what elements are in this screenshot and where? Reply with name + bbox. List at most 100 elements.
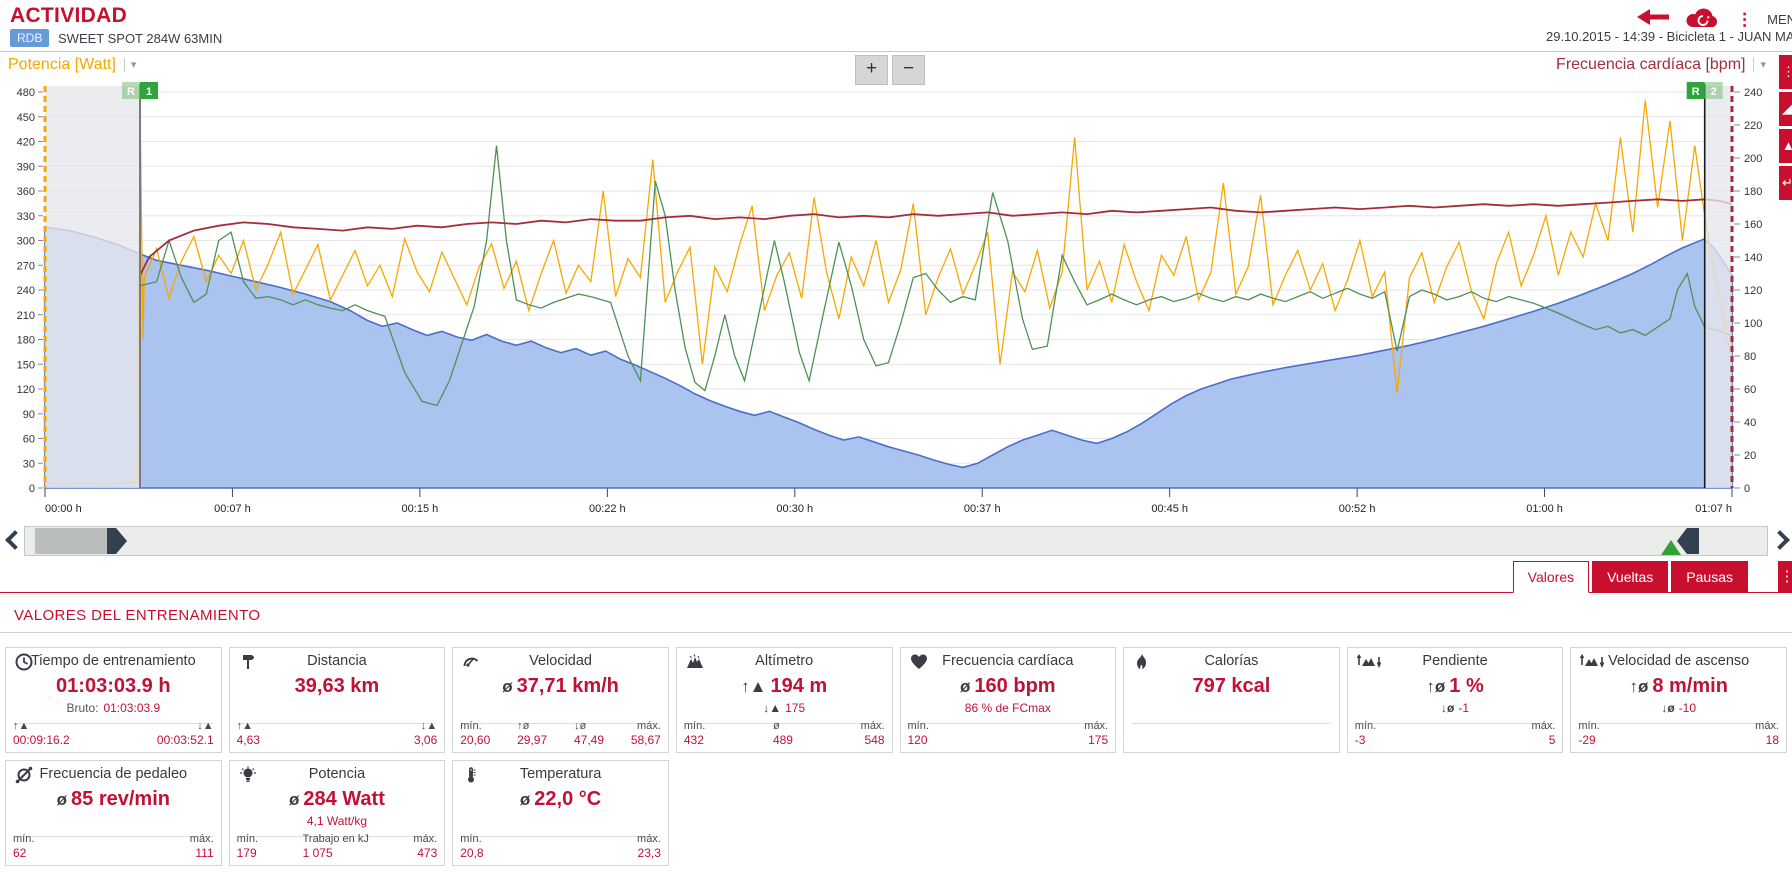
value-prefix-icon: ø: [519, 790, 531, 809]
card-stat: mín. -3: [1355, 720, 1376, 747]
svg-text:220: 220: [1744, 120, 1762, 132]
svg-text:20: 20: [1744, 450, 1756, 462]
card-main-value: ø 85 rev/min: [56, 788, 170, 810]
page-title: ACTIVIDAD: [10, 4, 128, 27]
menu-dots-icon[interactable]: ⋮: [1736, 10, 1754, 29]
value-card: Velocidad de ascenso ↑ø 8 m/min ↓ø -10 mín. -2…: [1570, 647, 1787, 753]
stat-value: -29: [1578, 733, 1596, 747]
right-axis-label: Frecuencia cardíaca [bpm]: [1556, 56, 1746, 73]
zoom-in-button[interactable]: +: [855, 55, 888, 85]
stat-label: ↓▲: [197, 720, 214, 732]
tab-overflow-menu-icon[interactable]: ⋮: [1778, 561, 1792, 592]
stat-value: 473: [417, 846, 438, 860]
thermometer-icon: [461, 766, 481, 786]
bulb-icon: [238, 766, 258, 786]
stat-value: 58,67: [630, 733, 661, 747]
svg-text:0: 0: [1744, 483, 1750, 495]
chevron-down-icon[interactable]: ▾: [123, 58, 136, 72]
scroll-left-chevron-icon[interactable]: [3, 529, 25, 551]
card-divider: [14, 723, 213, 724]
chart-scrollbar[interactable]: [0, 526, 1792, 556]
svg-text:100: 100: [1744, 318, 1762, 330]
stat-label: mín.: [13, 833, 35, 845]
stat-label: mín.: [236, 833, 259, 845]
range-end-handle[interactable]: [1677, 528, 1699, 554]
card-main-value: ↑ø 1 %: [1426, 675, 1484, 697]
svg-text:80: 80: [1744, 351, 1756, 363]
activity-chart[interactable]: 0306090120150180210240270300330360390420…: [0, 52, 1792, 522]
chart-marker-button[interactable]: ▲: [1779, 129, 1792, 163]
svg-text:00:45 h: 00:45 h: [1151, 503, 1188, 515]
svg-text:01:00 h: 01:00 h: [1526, 503, 1563, 515]
stat-label: máx.: [1531, 720, 1556, 732]
card-sub-value: ↓▲ 175: [763, 701, 806, 715]
card-stat: ø 489: [773, 720, 793, 747]
card-stat: mín. 20,8: [460, 833, 483, 860]
scrollbar-track[interactable]: [24, 526, 1768, 556]
slope-icon: [1579, 653, 1605, 673]
menu-label[interactable]: MEN: [1767, 12, 1792, 27]
chart-menu-button[interactable]: ⋮: [1779, 55, 1792, 89]
svg-text:00:22 h: 00:22 h: [589, 503, 626, 515]
activity-type-badge: RDB: [10, 29, 50, 47]
scrollbar-thumb-left[interactable]: [35, 528, 107, 554]
svg-text:40: 40: [1744, 417, 1756, 429]
chart-tool-strip: ⋮ ◢ ▲ ↵: [1779, 55, 1792, 200]
svg-text:00:30 h: 00:30 h: [776, 503, 813, 515]
svg-text:240: 240: [17, 285, 35, 297]
activity-meta: 29.10.2015 - 14:39 - Bicicleta 1 - JUAN …: [1545, 29, 1792, 44]
card-stat: mín. 432: [684, 720, 705, 747]
value-prefix-icon: ↑▲: [741, 677, 767, 696]
tab-valores[interactable]: Valores: [1512, 561, 1590, 593]
svg-text:480: 480: [17, 87, 35, 99]
svg-text:00:52 h: 00:52 h: [1339, 503, 1376, 515]
value-prefix-icon: ↓▲: [763, 701, 782, 715]
svg-text:00:00 h: 00:00 h: [45, 503, 82, 515]
value-card: Distancia 39,63 km ↑▲ 4,63 ↓▲ 3,06: [228, 647, 446, 753]
cloud-sync-icon[interactable]: [1684, 5, 1722, 34]
stat-value: 432: [683, 733, 704, 747]
card-title: Velocidad de ascenso: [1608, 653, 1750, 669]
svg-text:R: R: [1692, 86, 1700, 98]
range-start-handle[interactable]: [107, 528, 127, 554]
svg-text:210: 210: [17, 310, 35, 322]
right-axis-selector[interactable]: Frecuencia cardíaca [bpm] ▾: [1556, 56, 1766, 74]
stat-value: 3,06: [413, 733, 438, 747]
zoom-out-button[interactable]: −: [892, 55, 925, 85]
stat-value: 179: [236, 846, 257, 860]
svg-text:0: 0: [29, 483, 35, 495]
stat-label: mín.: [1578, 720, 1600, 732]
card-divider: [1579, 723, 1778, 724]
flame-icon: [1132, 653, 1152, 673]
value-prefix-icon: ø: [502, 677, 513, 696]
left-axis-selector[interactable]: Potencia [Watt] ▾: [8, 56, 136, 74]
scroll-right-chevron-icon[interactable]: [1770, 529, 1790, 551]
tab-pausas[interactable]: Pausas: [1671, 561, 1748, 593]
svg-text:450: 450: [17, 112, 35, 124]
mountains-icon: [685, 653, 705, 673]
card-stat: máx. 111: [190, 833, 214, 860]
card-main-value: ↑ø 8 m/min: [1629, 675, 1728, 697]
chart-type-button[interactable]: ◢: [1779, 92, 1792, 126]
header: ACTIVIDAD RDB SWEET SPOT 284W 63MIN ⋮ ME…: [0, 0, 1792, 52]
svg-text:120: 120: [1744, 285, 1762, 297]
tab-vueltas[interactable]: Vueltas: [1592, 561, 1669, 593]
card-stat: máx. 5: [1532, 720, 1556, 747]
stat-label: mín.: [683, 720, 706, 732]
svg-text:2: 2: [1711, 86, 1717, 98]
svg-text:01:07 h: 01:07 h: [1695, 503, 1732, 515]
stat-value: 23,3: [637, 846, 661, 860]
stat-label: mín.: [460, 720, 482, 732]
section-divider: [0, 632, 1792, 633]
chevron-down-icon[interactable]: ▾: [1753, 58, 1766, 72]
stat-label: ↑▲: [236, 720, 254, 732]
svg-text:270: 270: [17, 260, 35, 272]
stat-value: 111: [195, 846, 214, 860]
stat-label: ↓ø: [573, 720, 587, 732]
card-stat: ↑▲ 00:09:16.2: [13, 720, 70, 747]
card-stat: máx. 548: [861, 720, 885, 747]
value-prefix-icon: ↓ø: [1661, 701, 1675, 715]
back-arrow-icon[interactable]: [1636, 8, 1670, 31]
card-main-value: ø 284 Watt: [288, 788, 385, 810]
chart-settings-button[interactable]: ↵: [1779, 166, 1792, 200]
